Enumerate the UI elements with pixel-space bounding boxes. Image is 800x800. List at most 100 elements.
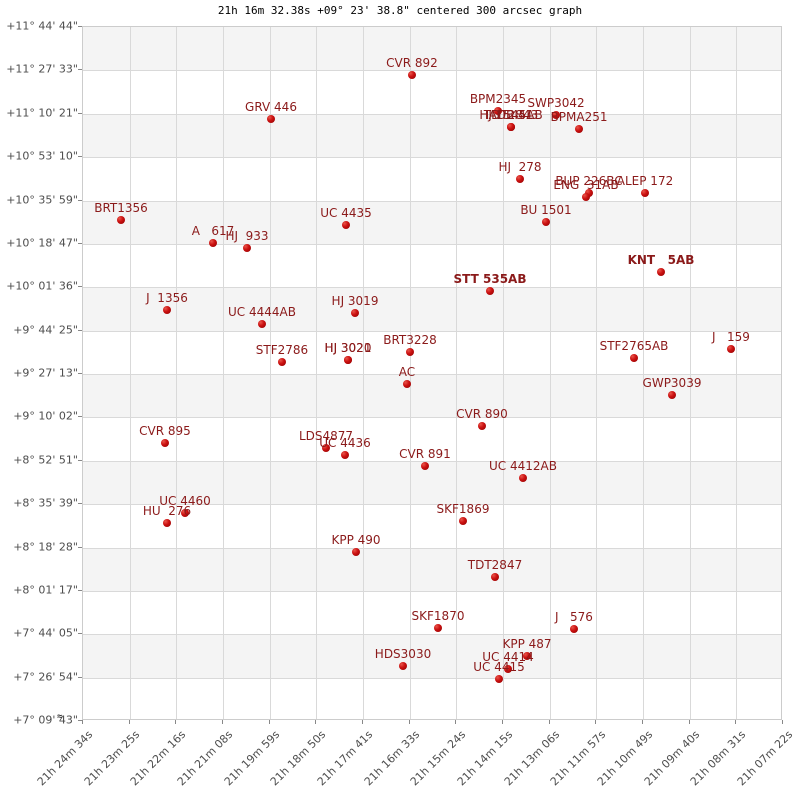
star-marker[interactable] [434,624,442,632]
star-marker[interactable] [351,309,359,317]
axis-origin-marker: ≈ [57,712,63,722]
gridline-horizontal [83,201,781,202]
gridline-horizontal [83,634,781,635]
star-marker[interactable] [504,665,512,673]
star-marker[interactable] [243,244,251,252]
gridline-vertical [316,27,317,719]
gridline-vertical [503,27,504,719]
y-axis-tick-mark [78,26,82,27]
x-axis-tick-mark [735,720,736,724]
gridline-vertical [596,27,597,719]
star-label: J 576 [555,610,593,624]
y-axis-tick-mark [78,113,82,114]
star-marker[interactable] [657,268,665,276]
gridline-vertical [690,27,691,719]
star-marker[interactable] [421,462,429,470]
x-axis-tick-mark [269,720,270,724]
star-marker[interactable] [494,107,502,115]
star-marker[interactable] [341,451,349,459]
star-marker[interactable] [516,175,524,183]
y-axis-tick-label: +10° 18' 47" [6,236,78,250]
star-marker[interactable] [641,189,649,197]
y-axis-tick-mark [78,243,82,244]
star-marker[interactable] [575,125,583,133]
star-marker[interactable] [403,380,411,388]
star-marker[interactable] [491,573,499,581]
star-marker[interactable] [117,216,125,224]
star-marker[interactable] [181,509,189,517]
x-axis-tick-mark [782,720,783,724]
star-marker[interactable] [507,123,515,131]
star-label: GRV 446 [245,100,297,114]
star-marker[interactable] [486,287,494,295]
y-axis-tick-mark [78,633,82,634]
chart-title: 21h 16m 32.38s +09° 23' 38.8" centered 3… [217,4,583,17]
x-axis-tick-mark [409,720,410,724]
x-axis-tick-mark [315,720,316,724]
star-marker[interactable] [267,115,275,123]
y-axis-tick-label: +9° 27' 13" [13,366,78,380]
y-axis-tick-label: +9° 44' 25" [13,323,78,337]
y-axis-tick-mark [78,200,82,201]
x-axis-tick-mark [689,720,690,724]
star-marker[interactable] [495,675,503,683]
gridline-vertical [643,27,644,719]
star-marker[interactable] [399,662,407,670]
star-marker[interactable] [322,444,330,452]
gridline-vertical [410,27,411,719]
star-marker[interactable] [519,474,527,482]
star-label: ALEP 172 [616,174,674,188]
star-marker[interactable] [630,354,638,362]
star-marker[interactable] [209,239,217,247]
y-axis-tick-mark [78,460,82,461]
star-label: BPM2345 [469,92,527,106]
plot-area: CVR 892 GRV 446 BPM2345 SWP3042 TDT2843 AOB 4… [82,26,782,720]
gridline-vertical [550,27,551,719]
star-marker[interactable] [668,391,676,399]
gridline-horizontal [83,417,781,418]
star-marker[interactable] [542,218,550,226]
star-marker[interactable] [408,71,416,79]
y-axis-tick-label: +10° 53' 10" [6,149,78,163]
y-axis-tick-label: +7° 26' 54" [13,670,78,684]
star-marker[interactable] [459,517,467,525]
star-marker[interactable] [727,345,735,353]
gridline-vertical [270,27,271,719]
star-marker[interactable] [523,652,531,660]
y-axis-tick-label: +10° 01' 36" [6,279,78,293]
star-label: KNT 5AB [627,253,695,267]
star-marker[interactable] [352,548,360,556]
plot-band [83,634,781,678]
star-marker[interactable] [478,422,486,430]
star-marker[interactable] [163,519,171,527]
star-marker[interactable] [278,358,286,366]
star-marker[interactable] [161,439,169,447]
star-marker[interactable] [258,320,266,328]
y-axis-tick-mark [78,547,82,548]
plot-band [83,113,781,158]
star-label: LDS4877 [298,429,354,443]
gridline-horizontal [83,461,781,462]
y-axis-tick-mark [78,503,82,504]
star-marker[interactable] [163,306,171,314]
star-marker[interactable] [406,348,414,356]
gridline-vertical [736,27,737,719]
star-marker[interactable] [582,193,590,201]
y-axis-tick-mark [78,156,82,157]
gridline-horizontal [83,244,781,245]
y-axis-tick-label: +11° 27' 33" [6,62,78,76]
star-marker[interactable] [570,625,578,633]
star-label: STF2786 [255,343,309,357]
gridline-horizontal [83,374,781,375]
star-marker[interactable] [552,111,560,119]
y-axis-tick-label: +8° 35' 39" [13,496,78,510]
star-marker[interactable] [342,221,350,229]
y-axis-tick-mark [78,373,82,374]
x-axis-tick-mark [455,720,456,724]
star-marker[interactable] [344,356,352,364]
y-axis-tick-mark [78,286,82,287]
x-axis-tick-mark [129,720,130,724]
star-marker[interactable] [585,189,593,197]
plot-band [83,547,781,591]
gridline-vertical [363,27,364,719]
